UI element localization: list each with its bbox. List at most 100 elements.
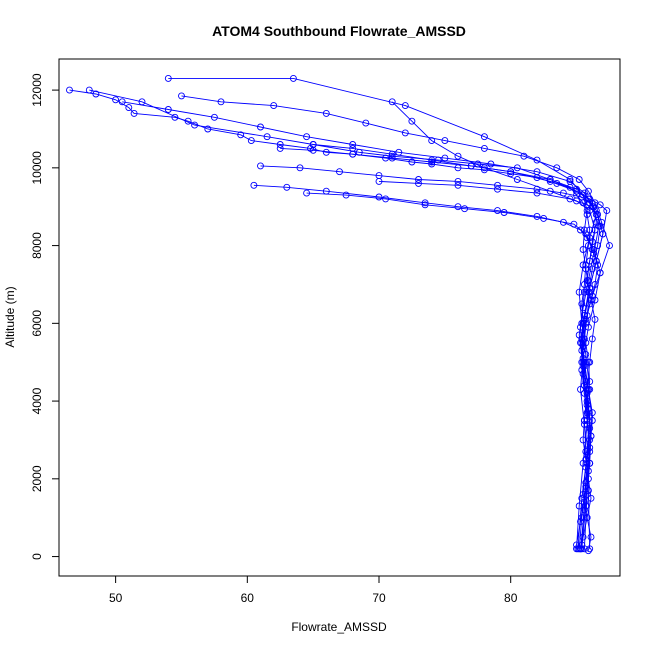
data-point: [401, 102, 409, 110]
data-point: [591, 296, 599, 304]
chart-title: ATOM4 Southbound Flowrate_AMSSD: [212, 23, 466, 39]
data-point: [257, 162, 264, 170]
data-point: [415, 176, 422, 183]
data-point: [599, 230, 607, 238]
data-point: [467, 162, 475, 170]
data-point: [428, 158, 436, 166]
y-axis: 0 2000 4000 6000 8000 10000 12000: [30, 73, 60, 560]
data-point: [388, 150, 396, 158]
data-point: [577, 385, 584, 393]
data-point: [428, 160, 436, 168]
series-line-9: [378, 180, 604, 549]
data-point: [388, 152, 396, 160]
series-line-11: [391, 101, 596, 464]
data-point: [546, 176, 554, 183]
series-line-4: [260, 165, 601, 549]
data-point: [247, 137, 255, 145]
data-point: [342, 191, 350, 199]
data-point: [594, 211, 602, 218]
data-point: [575, 331, 583, 339]
x-tick-label: 60: [241, 591, 255, 605]
data-point: [204, 125, 212, 133]
x-axis-label: Flowrate_AMSSD: [291, 620, 387, 634]
data-point: [210, 113, 218, 121]
data-point: [487, 160, 495, 168]
data-point: [588, 265, 596, 273]
data-point: [349, 141, 357, 148]
series-line-8: [313, 144, 597, 549]
data-point: [401, 129, 409, 137]
data-point: [586, 226, 594, 234]
data-point: [566, 176, 574, 183]
data-point: [591, 226, 599, 234]
data-point: [322, 109, 330, 117]
data-point: [336, 168, 343, 176]
y-tick-label: 0: [30, 553, 44, 560]
y-tick-label: 8000: [30, 232, 44, 259]
data-point: [441, 154, 449, 162]
data-point: [250, 181, 258, 189]
data-point: [579, 246, 587, 253]
series-line-10: [306, 192, 601, 549]
data-point: [575, 288, 583, 296]
data-point: [480, 144, 488, 152]
data-point: [584, 187, 592, 195]
data-point: [494, 207, 501, 215]
y-tick-label: 2000: [30, 465, 44, 492]
series-line-2: [89, 89, 597, 549]
data-point: [296, 164, 304, 172]
x-tick-label: 50: [109, 591, 123, 605]
data-point: [574, 545, 582, 553]
data-point: [257, 123, 264, 131]
data-point: [283, 183, 291, 191]
y-axis-label: Altitude (m): [3, 286, 17, 347]
data-point: [130, 109, 138, 117]
data-point: [559, 218, 567, 226]
data-point: [520, 152, 528, 160]
data-point: [500, 209, 508, 216]
data-point: [582, 378, 590, 386]
y-tick-label: 6000: [30, 310, 44, 337]
data-point: [540, 214, 548, 222]
data-point: [388, 98, 396, 106]
data-point: [586, 459, 594, 467]
data-point: [461, 205, 469, 213]
series-line-3: [253, 184, 599, 545]
data-point: [587, 533, 595, 541]
data-point: [494, 185, 501, 193]
x-axis: 50 60 70 80: [109, 575, 518, 605]
x-tick-label: 80: [504, 591, 518, 605]
data-point: [494, 181, 501, 189]
data-point: [382, 195, 390, 203]
y-tick-label: 12000: [30, 73, 44, 107]
data-point: [375, 177, 383, 185]
series-line-0: [69, 89, 592, 549]
data-point: [583, 201, 591, 209]
series-line-7: [122, 101, 600, 545]
data-point: [594, 242, 602, 250]
data-point: [584, 547, 592, 555]
data-point: [421, 201, 429, 209]
data-point: [583, 514, 591, 522]
data-point: [579, 362, 587, 370]
data-point: [533, 212, 541, 220]
data-point: [586, 207, 594, 215]
data-point: [546, 177, 554, 185]
data-point: [362, 119, 370, 127]
data-point: [480, 133, 488, 141]
data-point: [428, 137, 436, 145]
data-point: [590, 246, 598, 253]
data-point: [164, 74, 172, 82]
data-point: [289, 74, 297, 82]
data-point: [454, 177, 462, 185]
data-point: [584, 323, 592, 331]
data-point: [575, 176, 583, 183]
data-point: [408, 117, 416, 125]
data-point: [480, 164, 488, 172]
data-point: [587, 494, 595, 502]
data-point: [118, 98, 126, 106]
data-point: [388, 154, 396, 162]
data-point: [577, 226, 584, 234]
data-point: [573, 197, 580, 205]
